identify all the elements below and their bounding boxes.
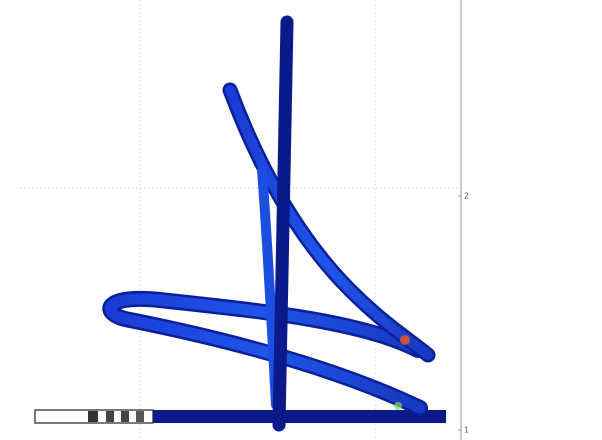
figure: 2 1 <box>0 0 602 440</box>
tick-label: 1 <box>464 426 469 435</box>
page: 2 1 (() => { const data = JSON.parse(doc… <box>0 0 602 440</box>
hot-spot <box>400 335 410 345</box>
base-block <box>121 411 129 422</box>
tick-label: 2 <box>464 192 469 201</box>
base-bar <box>153 410 446 423</box>
base-block <box>88 411 98 422</box>
base-block <box>106 411 114 422</box>
base-block <box>136 411 144 422</box>
hot-spot <box>394 402 402 410</box>
vertical-tube <box>279 22 287 425</box>
